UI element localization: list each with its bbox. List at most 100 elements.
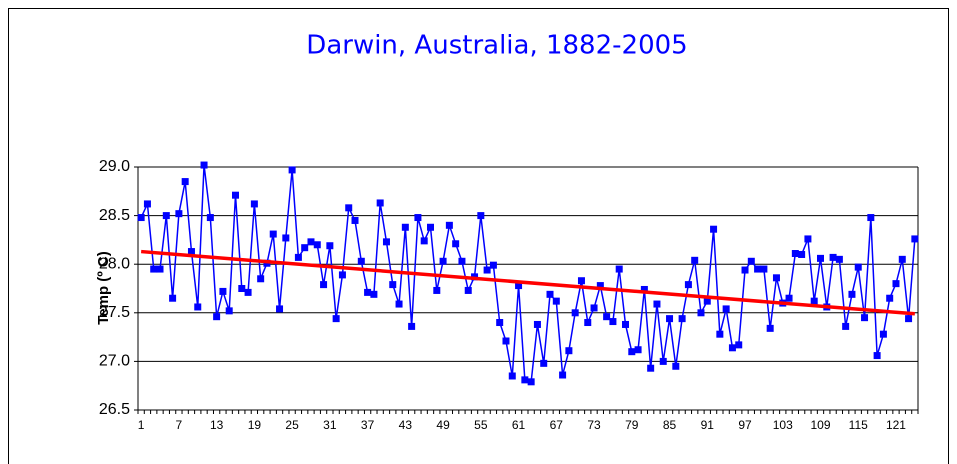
marker — [697, 309, 705, 317]
x-tick-label: 31 — [323, 418, 337, 432]
marker — [200, 161, 208, 169]
x-tick-label: 103 — [773, 418, 793, 432]
marker — [250, 200, 258, 208]
marker — [370, 290, 378, 298]
marker — [603, 313, 611, 321]
marker — [634, 346, 642, 354]
marker — [817, 254, 824, 262]
marker — [156, 265, 164, 273]
marker — [647, 364, 655, 372]
x-tick-label: 49 — [436, 418, 450, 432]
chart-title: Darwin, Australia, 1882-2005 — [306, 31, 687, 61]
marker — [540, 359, 548, 367]
marker — [684, 281, 692, 289]
marker — [307, 238, 315, 246]
marker — [552, 297, 560, 305]
y-tick-label: 28.0 — [99, 255, 130, 272]
x-tick-label: 13 — [210, 418, 224, 432]
marker — [301, 244, 309, 252]
marker — [187, 248, 195, 256]
marker — [577, 277, 585, 285]
marker — [879, 330, 887, 338]
marker — [408, 322, 416, 330]
marker — [810, 297, 818, 305]
marker — [464, 286, 472, 294]
x-tick-label: 55 — [474, 418, 488, 432]
marker — [269, 230, 277, 238]
marker — [861, 314, 869, 322]
marker — [716, 330, 724, 338]
marker — [364, 288, 372, 296]
x-tick-label: 79 — [625, 418, 639, 432]
marker — [213, 313, 221, 321]
marker — [143, 200, 151, 208]
marker — [735, 341, 743, 349]
marker — [420, 237, 428, 245]
marker — [395, 300, 403, 308]
marker — [276, 305, 284, 313]
y-tick-label: 28.5 — [99, 207, 130, 224]
marker — [710, 225, 718, 233]
marker — [527, 378, 535, 386]
y-axis-label: Temp (º C) — [95, 251, 112, 325]
x-tick-label: 1 — [138, 418, 145, 432]
marker — [615, 265, 623, 273]
marker — [609, 318, 617, 326]
y-tick-label: 27.0 — [99, 353, 130, 370]
marker — [596, 282, 604, 290]
x-tick-label: 37 — [361, 418, 375, 432]
marker — [584, 319, 592, 327]
marker — [565, 347, 573, 355]
x-tick-label: 43 — [399, 418, 413, 432]
marker — [313, 241, 321, 249]
marker — [691, 256, 699, 264]
marker — [414, 214, 422, 222]
x-tick-label: 19 — [248, 418, 262, 432]
marker — [905, 315, 913, 323]
marker — [401, 223, 409, 231]
marker — [181, 178, 189, 186]
trend-line — [141, 249, 915, 316]
marker — [747, 257, 755, 265]
x-tick-label: 121 — [886, 418, 906, 432]
marker — [829, 253, 837, 261]
marker — [244, 288, 252, 296]
marker — [590, 304, 598, 312]
marker — [898, 255, 906, 263]
marker — [798, 250, 806, 258]
marker — [741, 266, 749, 274]
marker — [332, 315, 340, 323]
x-tick-label: 7 — [176, 418, 183, 432]
marker — [722, 305, 730, 313]
marker — [351, 216, 359, 224]
marker — [571, 309, 579, 317]
x-tick-label: 85 — [663, 418, 677, 432]
marker — [137, 214, 145, 222]
marker — [445, 221, 453, 229]
marker — [502, 337, 510, 345]
marker — [672, 362, 680, 370]
marker — [338, 271, 346, 279]
marker — [640, 285, 648, 293]
marker — [804, 235, 812, 243]
marker — [496, 319, 504, 327]
marker — [219, 287, 227, 295]
marker — [232, 191, 239, 199]
marker — [439, 257, 447, 265]
marker — [294, 253, 302, 261]
marker — [854, 263, 862, 271]
marker — [628, 348, 636, 356]
y-tick-label: 27.5 — [99, 304, 130, 321]
marker — [257, 275, 265, 283]
marker — [282, 234, 290, 242]
marker — [892, 280, 900, 288]
marker — [175, 210, 183, 218]
marker — [678, 315, 686, 323]
marker — [326, 242, 334, 250]
marker — [320, 281, 328, 289]
marker — [150, 265, 158, 273]
y-tick-label: 29.0 — [99, 158, 130, 175]
marker — [206, 214, 214, 222]
